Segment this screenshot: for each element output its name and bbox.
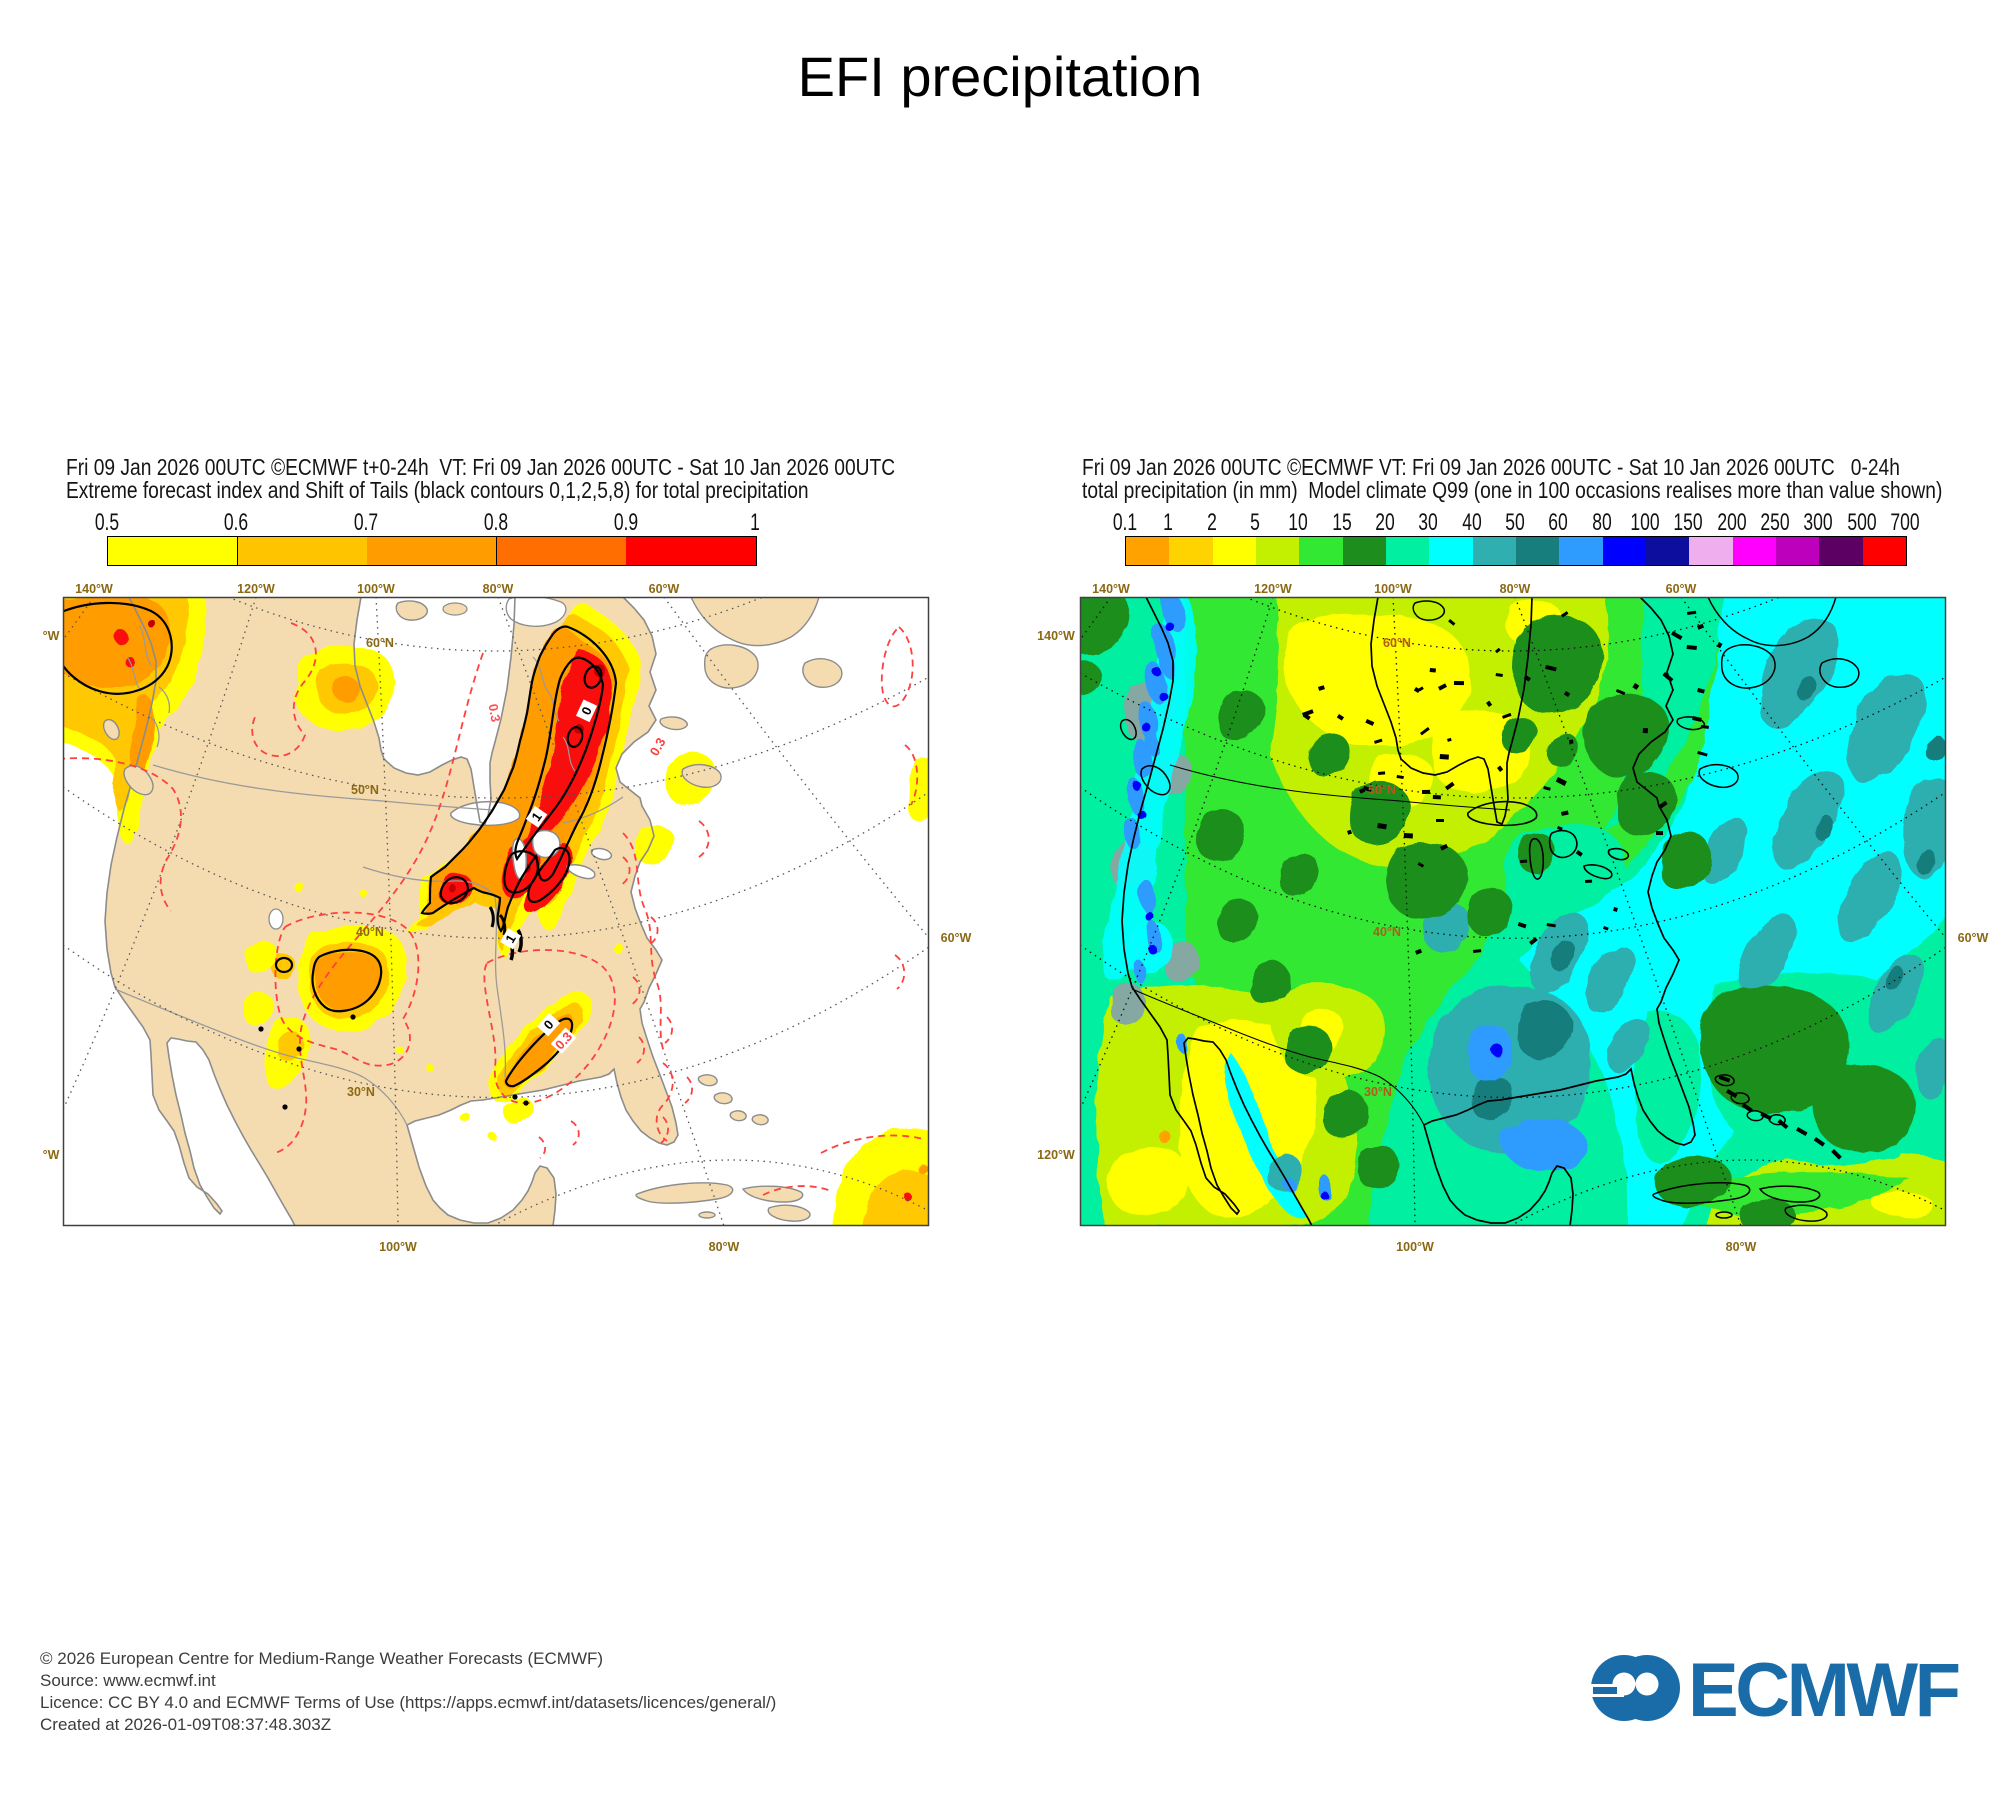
svg-text:50°N: 50°N: [1368, 783, 1396, 797]
svg-text:°W: °W: [43, 1148, 60, 1162]
svg-text:40°N: 40°N: [1373, 925, 1401, 939]
svg-text:80°W: 80°W: [483, 582, 514, 596]
svg-text:ECMWF: ECMWF: [1688, 1652, 1959, 1727]
svg-text:80°W: 80°W: [709, 1240, 740, 1254]
svg-text:0.3: 0.3: [486, 703, 504, 723]
svg-text:100°W: 100°W: [1396, 1240, 1434, 1254]
svg-text:100°W: 100°W: [357, 582, 395, 596]
svg-text:60°W: 60°W: [941, 931, 972, 945]
svg-text:80°W: 80°W: [1726, 1240, 1757, 1254]
svg-text:80°W: 80°W: [1500, 582, 1531, 596]
svg-text:60°N: 60°N: [1383, 636, 1411, 650]
svg-text:140°W: 140°W: [1092, 582, 1130, 596]
svg-text:140°W: 140°W: [1037, 629, 1075, 643]
svg-text:40°N: 40°N: [356, 925, 384, 939]
svg-text:60°N: 60°N: [366, 636, 394, 650]
svg-text:50°N: 50°N: [351, 783, 379, 797]
svg-text:60°W: 60°W: [1958, 931, 1989, 945]
svg-text:30°N: 30°N: [347, 1085, 375, 1099]
svg-text:°W: °W: [43, 629, 60, 643]
svg-text:100°W: 100°W: [1374, 582, 1412, 596]
svg-text:100°W: 100°W: [379, 1240, 417, 1254]
svg-text:30°N: 30°N: [1364, 1085, 1392, 1099]
svg-text:120°W: 120°W: [237, 582, 275, 596]
svg-text:60°W: 60°W: [1666, 582, 1697, 596]
svg-text:140°W: 140°W: [75, 582, 113, 596]
svg-text:120°W: 120°W: [1037, 1148, 1075, 1162]
svg-text:60°W: 60°W: [649, 582, 680, 596]
svg-text:120°W: 120°W: [1254, 582, 1292, 596]
